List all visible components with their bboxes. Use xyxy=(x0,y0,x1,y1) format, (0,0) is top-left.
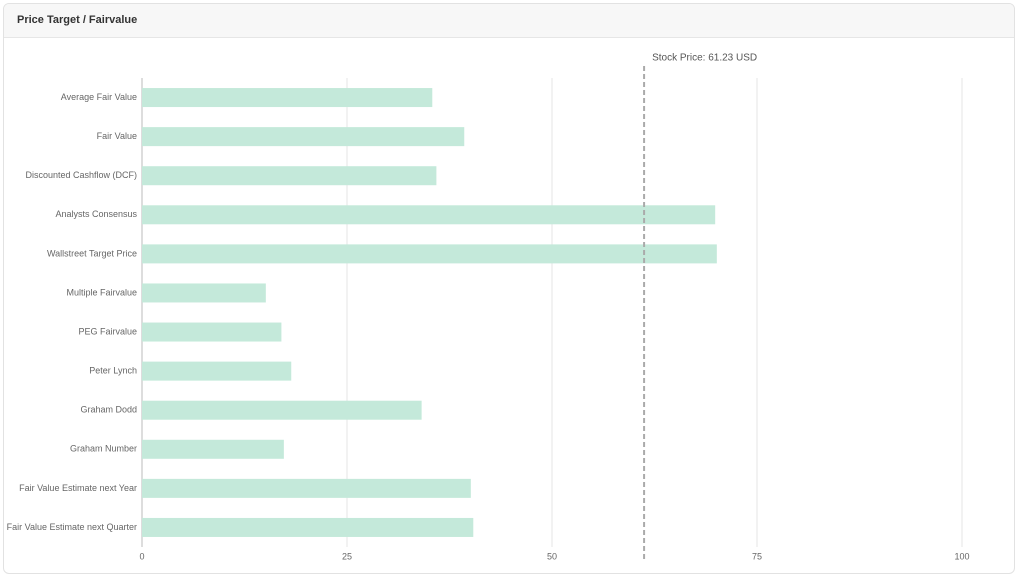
y-tick-label: Wallstreet Target Price xyxy=(47,248,137,258)
x-tick-label: 25 xyxy=(342,551,352,561)
y-tick-label: Multiple Fairvalue xyxy=(66,287,137,297)
y-tick-label: Fair Value Estimate next Quarter xyxy=(7,522,137,532)
y-tick-label: Fair Value xyxy=(97,131,137,141)
y-tick-label: Peter Lynch xyxy=(89,366,137,376)
bar xyxy=(142,517,474,537)
bar xyxy=(142,205,716,225)
y-tick-label: Average Fair Value xyxy=(61,92,137,102)
y-tick-label: PEG Fairvalue xyxy=(78,326,137,336)
y-tick-label: Graham Number xyxy=(70,444,137,454)
y-tick-label: Analysts Consensus xyxy=(55,209,137,219)
x-tick-label: 100 xyxy=(954,551,969,561)
bar xyxy=(142,439,284,459)
y-tick-label: Discounted Cashflow (DCF) xyxy=(25,170,137,180)
card: Price Target / Fairvalue xyxy=(3,3,1015,574)
bar xyxy=(142,400,422,420)
bar xyxy=(142,88,433,108)
card-title: Price Target / Fairvalue xyxy=(4,4,1014,38)
bar xyxy=(142,322,282,342)
x-tick-label: 75 xyxy=(752,551,762,561)
bar xyxy=(142,166,437,186)
bar xyxy=(142,478,471,498)
bar xyxy=(142,361,292,381)
y-tick-label: Fair Value Estimate next Year xyxy=(19,483,137,493)
bar xyxy=(142,244,717,264)
x-tick-label: 50 xyxy=(547,551,557,561)
y-tick-label: Graham Dodd xyxy=(80,405,137,415)
x-tick-label: 0 xyxy=(139,551,144,561)
bar xyxy=(142,127,465,147)
bar xyxy=(142,283,266,303)
reference-label: Stock Price: 61.23 USD xyxy=(652,53,757,64)
